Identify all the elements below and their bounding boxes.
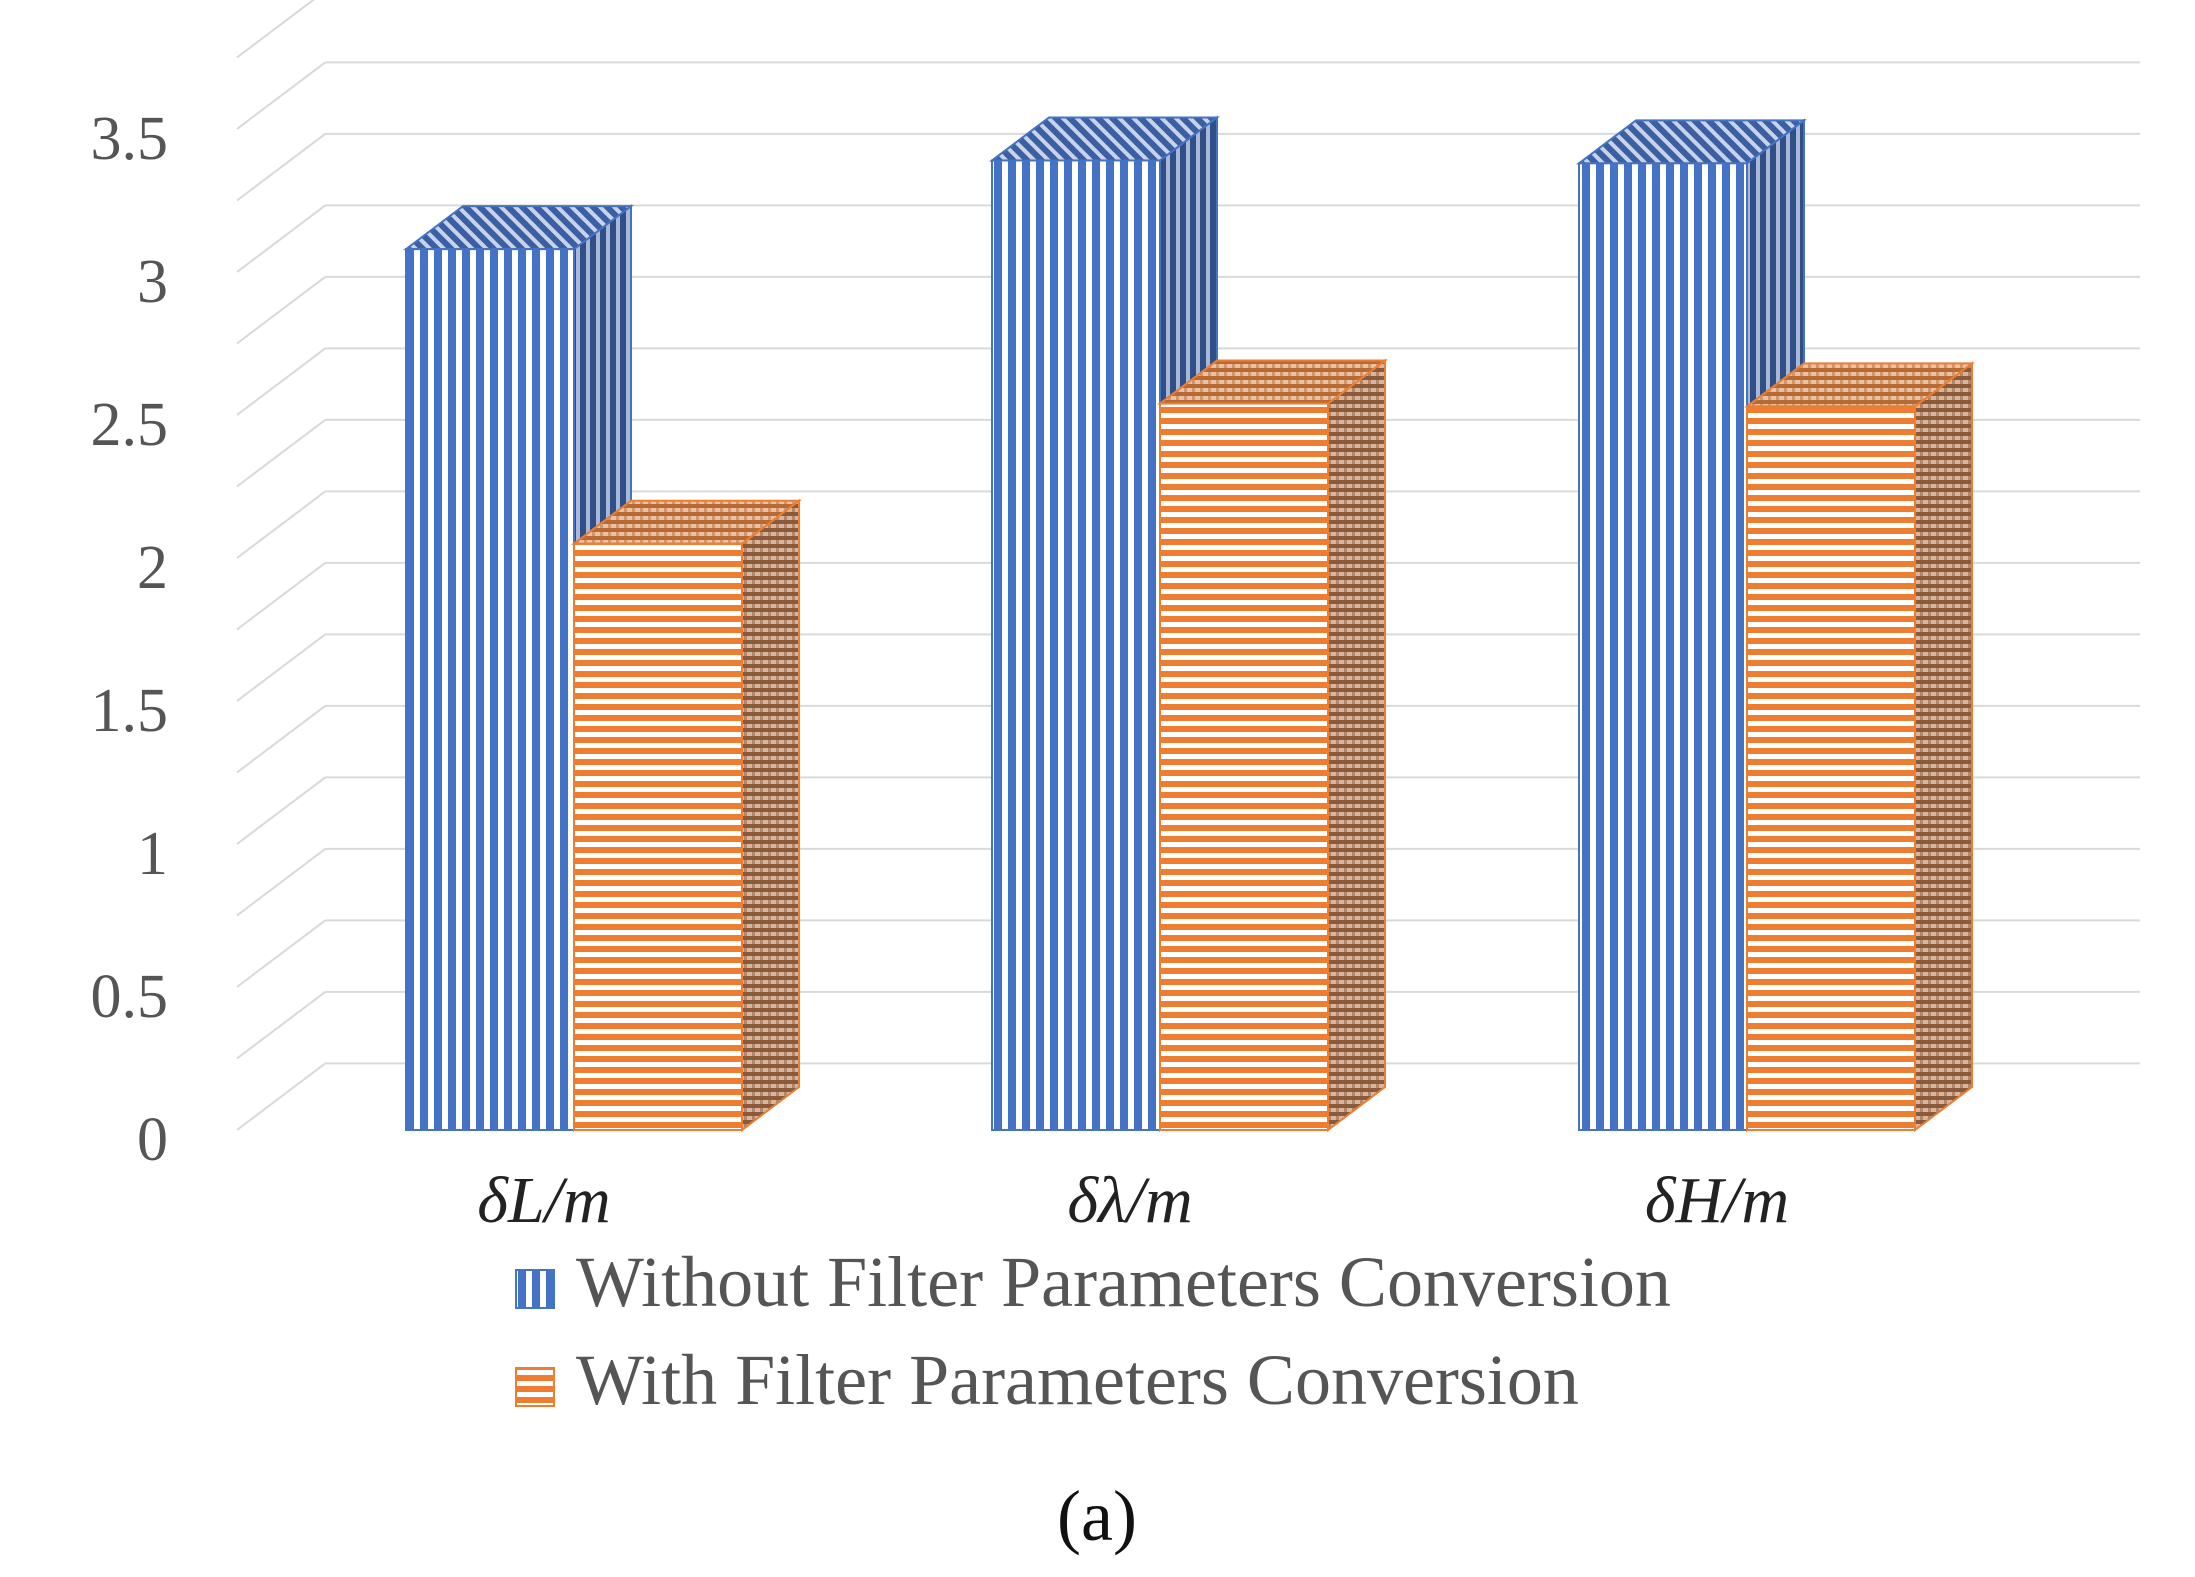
gridline-diagonal: [236, 347, 326, 416]
bar-with-3: [1744, 361, 1975, 1133]
legend-swatch: [515, 1367, 555, 1407]
bar-front: [405, 248, 575, 1131]
x-axis-categories: δL/m δλ/m δH/m: [477, 1164, 1789, 1237]
y-tick-label: 2.5: [91, 391, 169, 459]
gridline-diagonal: [236, 1062, 326, 1131]
gridline-diagonal: [236, 0, 315, 59]
gridline-diagonal: [236, 705, 326, 774]
gridline-diagonal: [236, 776, 326, 845]
y-tick-label: 3: [137, 248, 168, 316]
legend-label: Without Filter Parameters Conversion: [576, 1242, 1671, 1322]
gridline-diagonal: [236, 419, 326, 488]
x-category-label: δL/m: [477, 1164, 610, 1237]
y-axis-ticks: 0 0.5 1 1.5 2 2.5 3 3.5: [91, 105, 169, 1174]
bar-side: [1914, 361, 1973, 1133]
y-tick-label: 1.5: [91, 677, 169, 745]
legend-item: With Filter Parameters Conversion: [515, 1340, 1579, 1420]
gridline-diagonal: [236, 562, 326, 631]
gridline-diagonal: [236, 61, 326, 130]
gridline-diagonal: [236, 490, 326, 559]
legend-swatch: [515, 1269, 555, 1309]
bars: [403, 115, 1975, 1133]
bar-front: [1578, 162, 1748, 1131]
y-tick-label: 0.5: [91, 963, 169, 1031]
figure-caption: (a): [1057, 1476, 1137, 1556]
gridline-diagonal: [236, 133, 326, 202]
y-tick-label: 0: [137, 1106, 168, 1174]
y-tick-label: 3.5: [91, 105, 169, 173]
bar-front: [1746, 405, 1916, 1132]
bar-front: [573, 542, 743, 1131]
bar-front: [991, 159, 1161, 1131]
x-category-label: δλ/m: [1067, 1164, 1192, 1237]
gridline-diagonal: [236, 204, 326, 273]
bar-with-2: [1157, 358, 1388, 1133]
gridline-diagonal: [236, 919, 326, 988]
bar-side: [1327, 358, 1386, 1133]
legend: Without Filter Parameters Conversion With…: [515, 1242, 1671, 1420]
legend-label: With Filter Parameters Conversion: [576, 1340, 1579, 1420]
gridline-diagonal: [236, 276, 326, 345]
bar-with-1: [571, 498, 802, 1133]
y-tick-label: 1: [137, 820, 168, 888]
bar-side: [741, 498, 800, 1133]
x-category-label: δH/m: [1645, 1164, 1789, 1237]
legend-item: Without Filter Parameters Conversion: [515, 1242, 1671, 1322]
gridline-diagonal: [236, 848, 326, 917]
gridline-diagonal: [236, 991, 326, 1060]
bar-front: [1159, 402, 1329, 1131]
y-tick-label: 2: [137, 534, 168, 602]
gridline-diagonal: [236, 633, 326, 702]
